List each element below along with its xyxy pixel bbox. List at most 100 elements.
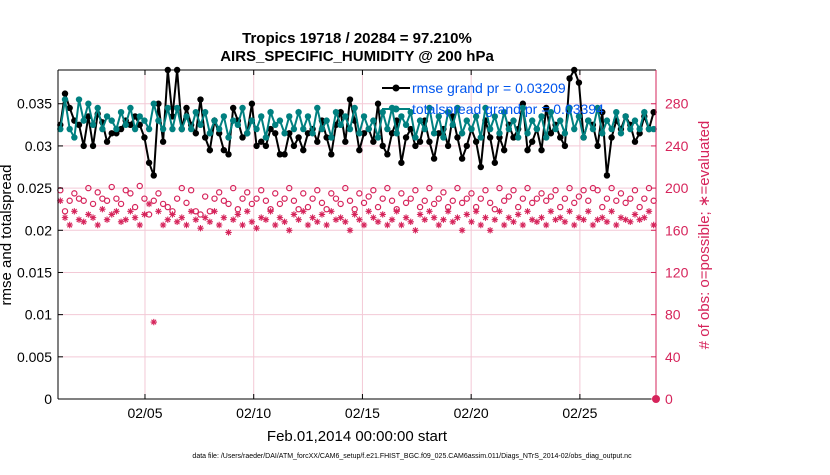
obs-evaluated-marker bbox=[234, 211, 242, 218]
rmse-point bbox=[183, 104, 190, 112]
rmse-point bbox=[290, 142, 298, 150]
spread-point bbox=[617, 130, 625, 137]
obs-evaluated-marker bbox=[524, 208, 531, 215]
obs-evaluated-marker bbox=[561, 218, 569, 226]
rmse-point bbox=[435, 130, 442, 137]
obs-possible-marker bbox=[435, 195, 442, 202]
rmse-point bbox=[141, 134, 148, 141]
obs-evaluated-marker bbox=[463, 211, 470, 218]
obs-evaluated-marker bbox=[85, 211, 92, 218]
obs-possible-marker bbox=[122, 187, 129, 194]
spread-point bbox=[557, 117, 564, 124]
spread-point bbox=[444, 108, 452, 116]
spread-point bbox=[225, 134, 232, 141]
obs-evaluated-marker bbox=[571, 221, 578, 229]
rmse-point bbox=[472, 138, 480, 145]
obs-evaluated-marker bbox=[197, 224, 204, 232]
obs-possible-marker bbox=[103, 197, 111, 204]
obs-possible-marker bbox=[155, 190, 162, 197]
spread-point bbox=[351, 104, 358, 112]
obs-possible-marker bbox=[85, 184, 92, 192]
spread-point bbox=[192, 108, 200, 116]
obs-evaluated-marker bbox=[491, 216, 499, 223]
rmse-point bbox=[491, 159, 499, 166]
obs-possible-marker bbox=[430, 200, 438, 208]
obs-possible-marker bbox=[426, 184, 433, 192]
rmse-point bbox=[267, 125, 274, 133]
obs-possible-marker bbox=[286, 184, 293, 192]
obs-evaluated-marker bbox=[89, 214, 97, 221]
spread-point bbox=[533, 125, 541, 133]
x-tick-label: 02/25 bbox=[562, 405, 597, 421]
spread-point bbox=[314, 104, 321, 112]
legend-rmse-label: rmse grand pr = 0.03209 bbox=[412, 80, 566, 96]
rmse-point bbox=[407, 125, 414, 133]
obs-possible-marker bbox=[94, 189, 101, 196]
spread-point bbox=[514, 134, 522, 141]
spread-point bbox=[641, 108, 648, 116]
obs-possible-marker bbox=[374, 203, 382, 211]
legend-spread-label: totalspread grand pr = 0.03394 bbox=[412, 101, 604, 117]
obs-possible-marker bbox=[159, 200, 167, 208]
obs-evaluated-marker bbox=[557, 214, 564, 221]
obs-evaluated-marker bbox=[145, 200, 153, 208]
obs-evaluated-marker bbox=[514, 211, 522, 218]
rmse-point bbox=[510, 134, 517, 141]
spread-point bbox=[402, 121, 410, 129]
y-tick-label-right: 0 bbox=[665, 391, 673, 407]
obs-evaluated-marker bbox=[332, 216, 340, 223]
spread-point bbox=[211, 117, 218, 124]
obs-possible-marker bbox=[627, 195, 634, 202]
obs-evaluated-marker bbox=[547, 208, 555, 215]
rmse-point bbox=[300, 146, 307, 154]
rmse-point bbox=[117, 125, 125, 133]
obs-evaluated-marker bbox=[594, 216, 601, 223]
rmse-point bbox=[412, 142, 419, 150]
obs-evaluated-marker bbox=[631, 211, 639, 218]
obs-evaluated-marker bbox=[346, 227, 354, 234]
obs-evaluated-marker bbox=[416, 211, 424, 218]
spread-point bbox=[477, 134, 485, 141]
rmse-point bbox=[337, 108, 344, 116]
spread-point bbox=[365, 125, 372, 133]
rmse-point bbox=[603, 172, 611, 179]
spread-point bbox=[80, 117, 87, 124]
obs-evaluated-marker bbox=[566, 208, 573, 215]
obs-evaluated-marker bbox=[75, 216, 83, 223]
obs-evaluated-marker bbox=[510, 218, 517, 226]
rmse-point bbox=[402, 134, 410, 141]
rmse-point bbox=[328, 151, 335, 158]
spread-point bbox=[645, 125, 653, 133]
y-tick-label-left: 0.015 bbox=[17, 264, 52, 280]
spread-point bbox=[304, 113, 312, 120]
obs-possible-marker bbox=[244, 189, 251, 196]
obs-evaluated-marker bbox=[421, 216, 428, 223]
rmse-point bbox=[631, 138, 639, 145]
obs-evaluated-marker bbox=[276, 214, 284, 221]
rmse-point bbox=[561, 142, 569, 150]
rmse-point bbox=[575, 79, 583, 86]
obs-evaluated-marker bbox=[402, 214, 410, 221]
rmse-point bbox=[608, 134, 615, 141]
spread-point bbox=[547, 108, 555, 116]
obs-evaluated-marker bbox=[393, 208, 400, 215]
obs-evaluated-marker bbox=[267, 208, 274, 215]
spread-point bbox=[342, 113, 349, 120]
rmse-point bbox=[248, 100, 256, 107]
rmse-point bbox=[454, 134, 461, 141]
obs-evaluated-marker bbox=[384, 221, 391, 229]
rmse-point bbox=[486, 134, 494, 141]
spread-point bbox=[482, 104, 489, 112]
obs-evaluated-marker bbox=[71, 208, 78, 215]
obs-evaluated-marker bbox=[173, 218, 181, 226]
x-tick-label: 02/20 bbox=[454, 405, 489, 421]
rmse-point bbox=[566, 75, 573, 82]
rmse-point bbox=[356, 146, 363, 154]
obs-possible-marker bbox=[557, 203, 564, 211]
obs-possible-marker bbox=[136, 182, 143, 190]
y-tick-label-right: 200 bbox=[665, 180, 689, 196]
spread-point bbox=[290, 125, 298, 133]
obs-possible-marker bbox=[141, 195, 148, 202]
obs-possible-marker bbox=[164, 203, 171, 211]
obs-evaluated-marker bbox=[309, 214, 316, 221]
